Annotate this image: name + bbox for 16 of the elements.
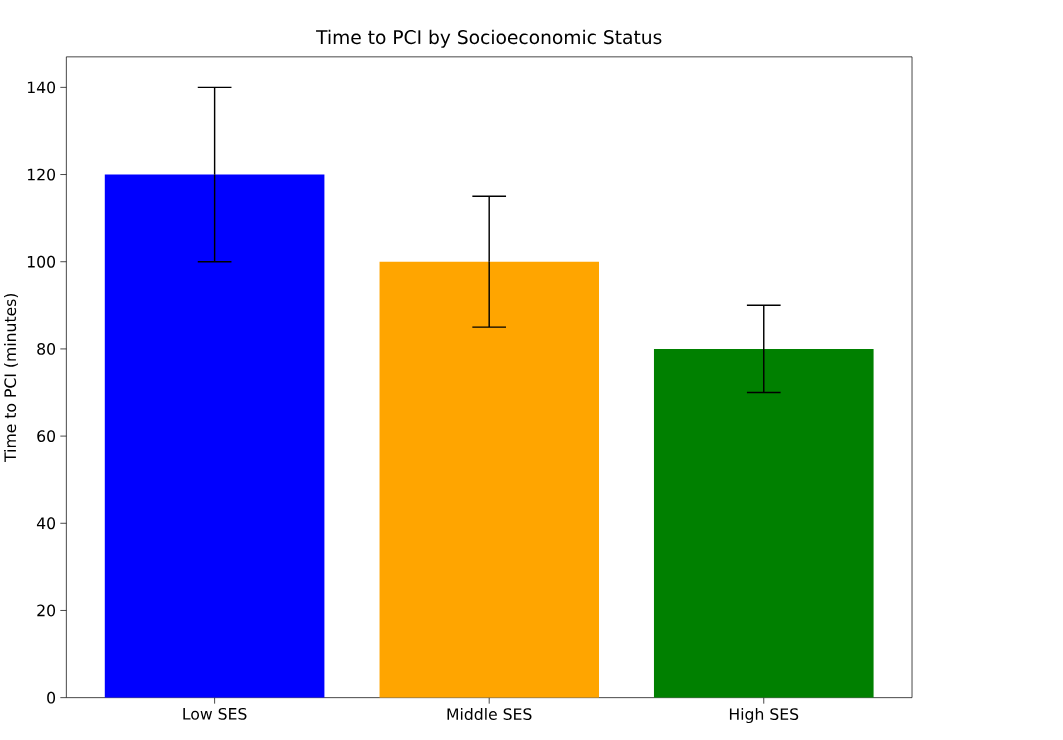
- y-tick-label: 140: [27, 81, 56, 94]
- y-axis-title: Time to PCI (minutes): [4, 293, 18, 462]
- chart-title: Time to PCI by Socioeconomic Status: [316, 29, 662, 48]
- bar: [653, 348, 874, 698]
- x-tick-label: Low SES: [183, 707, 247, 720]
- y-tick-label: 20: [37, 604, 56, 617]
- x-tick-label: Middle SES: [447, 707, 532, 720]
- bar: [104, 174, 325, 698]
- y-tick-label: 120: [27, 168, 56, 181]
- y-tick-label: 40: [36, 517, 56, 530]
- y-tick-label: 80: [37, 342, 56, 355]
- y-tick-label: 100: [27, 255, 56, 268]
- bar: [379, 261, 600, 698]
- y-tick-label: 0: [47, 691, 56, 704]
- y-tick-label: 60: [37, 430, 56, 442]
- x-tick-label: High SES: [729, 707, 799, 724]
